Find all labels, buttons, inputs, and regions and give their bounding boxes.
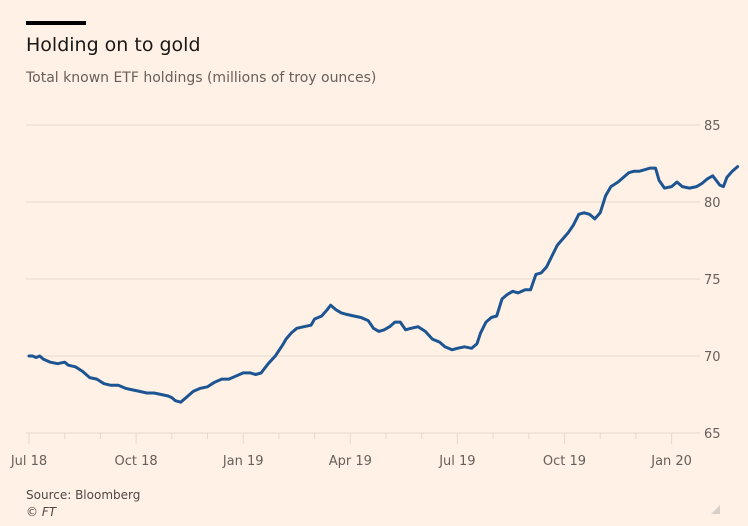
series-line-etf-holdings <box>27 165 740 404</box>
chart-title: Holding on to gold <box>26 34 201 56</box>
series-group <box>27 165 740 404</box>
copyright-note: © FT <box>26 505 57 519</box>
brand-bar <box>26 21 86 25</box>
x-tick-label: Jan 19 <box>222 454 264 469</box>
y-tick-label-75: 75 <box>704 273 721 288</box>
x-tick-label: Jan 20 <box>650 454 692 469</box>
y-tick-label-65: 65 <box>704 427 721 442</box>
x-tick-label: Jul 19 <box>438 454 475 469</box>
x-axis: Jul 18 Oct 18 Jan 19 Apr 19 Jul 19 Oct 19 Jan … <box>10 433 692 469</box>
source-note: Source: Bloomberg <box>26 488 141 502</box>
y-tick-label-80: 80 <box>704 196 721 211</box>
gridlines <box>26 124 700 434</box>
x-tick-label: Oct 18 <box>115 454 158 469</box>
x-tick-label: Oct 19 <box>543 454 586 469</box>
y-tick-label-85: 85 <box>704 119 721 134</box>
chart-subtitle: Total known ETF holdings (millions of tr… <box>26 70 377 86</box>
y-axis-labels: 65 70 75 80 85 <box>704 119 721 442</box>
x-tick-label: Apr 19 <box>329 454 372 469</box>
resize-handle-icon[interactable] <box>711 505 720 514</box>
y-tick-label-70: 70 <box>704 350 721 365</box>
x-tick-label: Jul 18 <box>10 454 47 469</box>
